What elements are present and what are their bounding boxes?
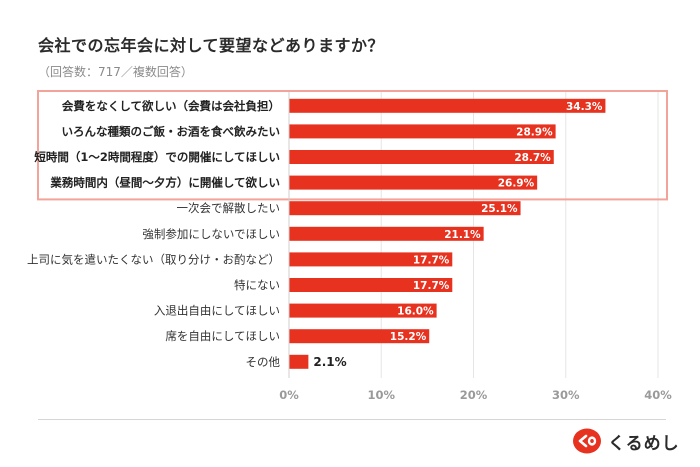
value-label: 25.1%: [481, 203, 518, 215]
bar: [289, 98, 606, 113]
x-tick-label: 30%: [552, 388, 580, 402]
value-label: 26.9%: [498, 178, 535, 190]
bar: [289, 354, 309, 369]
bar: [289, 278, 453, 292]
bar: [289, 226, 484, 241]
bar: [289, 124, 556, 139]
footer-divider: [38, 419, 666, 420]
value-label: 34.3%: [566, 101, 603, 113]
category-label: 上司に気を遣いたくない（取り分け・お酌など）: [27, 252, 280, 266]
highlight-box: [37, 90, 668, 201]
x-tick-label: 20%: [460, 388, 488, 402]
value-label: 15.2%: [390, 331, 427, 343]
category-label: 席を自由にしてほしい: [165, 329, 280, 343]
category-label: その他: [246, 355, 281, 369]
x-tick-label: 10%: [367, 388, 395, 402]
value-label: 16.0%: [397, 306, 434, 318]
chart-title: 会社での忘年会に対して要望などありますか？: [38, 36, 385, 55]
category-label: 特にない: [234, 278, 280, 292]
brand-name: くるめし: [608, 433, 680, 454]
bar: [289, 175, 538, 190]
category-label: 入退出自由にしてほしい: [154, 304, 280, 318]
value-label: 21.1%: [444, 229, 481, 241]
value-label: 28.9%: [516, 126, 553, 138]
value-label: 28.7%: [514, 152, 551, 164]
category-label: 一次会で解散したい: [177, 201, 281, 215]
category-label: 業務時間内（昼間〜夕方）に開催して欲しい: [49, 176, 280, 190]
category-label: 短時間（1〜2時間程度）での開催にしてほしい: [34, 150, 280, 164]
brand-logo: くるめし: [572, 427, 680, 455]
bar: [289, 252, 453, 267]
bar: [289, 329, 430, 344]
category-label: 会費をなくして欲しい（会費は会社負担）: [61, 99, 280, 113]
x-tick-label: 0%: [279, 388, 299, 402]
category-label: 強制参加にしないでほしい: [142, 227, 280, 241]
brand-logo-icon: [572, 427, 602, 455]
value-label: 2.1%: [313, 355, 346, 369]
bar: [289, 303, 437, 318]
category-label: いろんな種類のご飯・お酒を食べ飲みたい: [62, 124, 281, 138]
bar: [289, 150, 554, 164]
bar: [289, 201, 521, 216]
chart-subtitle: （回答数：717／複数回答）: [38, 65, 193, 79]
x-tick-label: 40%: [644, 388, 672, 402]
value-label: 17.7%: [413, 280, 450, 292]
value-label: 17.7%: [413, 254, 450, 266]
